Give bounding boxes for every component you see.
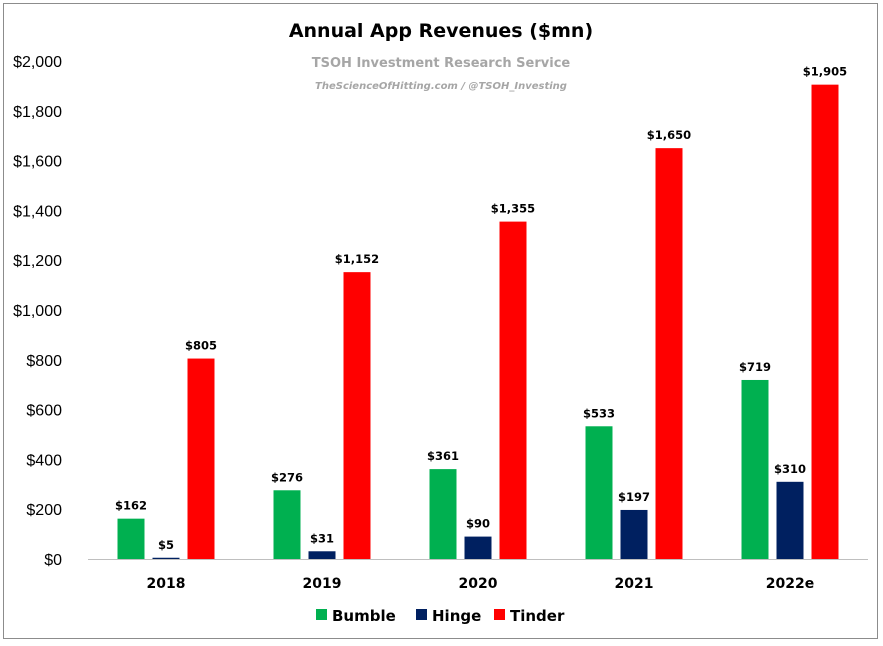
x-axis: 2018 2019 2020 2021 2022e — [88, 559, 868, 592]
y-tick-label: $1,200 — [13, 253, 62, 270]
y-tick-label: $400 — [26, 452, 62, 469]
bar-hinge-2019 — [308, 551, 336, 559]
bar-bumble-2020 — [429, 469, 457, 559]
data-label-tinder-2022e: $1,905 — [803, 65, 847, 79]
data-label-bumble-2018: $162 — [115, 499, 147, 513]
data-label-tinder-2019: $1,152 — [335, 252, 379, 266]
data-label-tinder-2018: $805 — [185, 339, 217, 353]
data-label-hinge-2020: $90 — [466, 517, 490, 531]
y-tick-label: $1,800 — [13, 104, 62, 121]
y-tick-label: $2,000 — [13, 54, 62, 71]
data-label-hinge-2021: $197 — [618, 490, 650, 504]
x-tick-label: 2020 — [459, 576, 498, 592]
bar-tinder-2020 — [499, 221, 527, 560]
data-label-hinge-2018: $5 — [158, 538, 174, 552]
x-tick-label: 2018 — [147, 576, 186, 592]
legend: Bumble Hinge Tinder — [316, 607, 565, 625]
bar-bumble-2022e — [741, 379, 769, 559]
data-label-bumble-2019: $276 — [271, 470, 303, 484]
legend-label-hinge: Hinge — [432, 607, 481, 625]
data-label-hinge-2019: $31 — [310, 531, 334, 545]
data-label-bumble-2022e: $719 — [739, 360, 771, 374]
watermark-service-name: TSOH Investment Research Service — [312, 56, 571, 71]
chart-title: Annual App Revenues ($mn) — [289, 20, 593, 42]
bars-group — [117, 84, 839, 560]
data-label-hinge-2022e: $310 — [774, 462, 806, 476]
bar-tinder-2022e — [811, 84, 839, 559]
bar-hinge-2021 — [620, 509, 648, 559]
legend-swatch-bumble — [316, 609, 327, 620]
bar-hinge-2018 — [152, 557, 180, 559]
y-tick-label: $1,600 — [13, 154, 62, 171]
x-tick-label: 2022e — [766, 576, 814, 592]
legend-swatch-hinge — [416, 609, 427, 620]
legend-label-tinder: Tinder — [510, 607, 565, 625]
x-tick-label: 2019 — [303, 576, 342, 592]
y-tick-label: $200 — [26, 502, 62, 519]
watermark-site-handle: TheScienceOfHitting.com / @TSOH_Investin… — [315, 81, 567, 92]
legend-swatch-tinder — [494, 609, 505, 620]
y-tick-label: $0 — [44, 552, 62, 569]
data-label-tinder-2021: $1,650 — [647, 128, 691, 142]
bar-bumble-2018 — [117, 518, 145, 559]
bar-bumble-2019 — [273, 490, 301, 559]
y-tick-label: $800 — [26, 353, 62, 370]
data-label-tinder-2020: $1,355 — [491, 202, 535, 216]
data-label-bumble-2021: $533 — [583, 406, 615, 420]
bar-tinder-2018 — [187, 358, 215, 559]
x-tick-label: 2021 — [615, 576, 654, 592]
y-axis: $0 $200 $400 $600 $800 $1,000 $1,200 $1,400 $1,6… — [13, 54, 62, 569]
y-tick-label: $1,400 — [13, 203, 62, 220]
bar-tinder-2021 — [655, 148, 683, 559]
data-labels-group: $162 $5 $805 $276 $31 $1,152 $361 $90 $1,355 $533… — [115, 65, 847, 552]
bar-tinder-2019 — [343, 272, 371, 559]
data-label-bumble-2020: $361 — [427, 449, 459, 463]
bar-bumble-2021 — [585, 426, 613, 559]
legend-label-bumble: Bumble — [332, 607, 396, 625]
bar-hinge-2020 — [464, 536, 492, 559]
y-tick-label: $1,000 — [13, 303, 62, 320]
bar-hinge-2022e — [776, 481, 804, 559]
y-tick-label: $600 — [26, 403, 62, 420]
